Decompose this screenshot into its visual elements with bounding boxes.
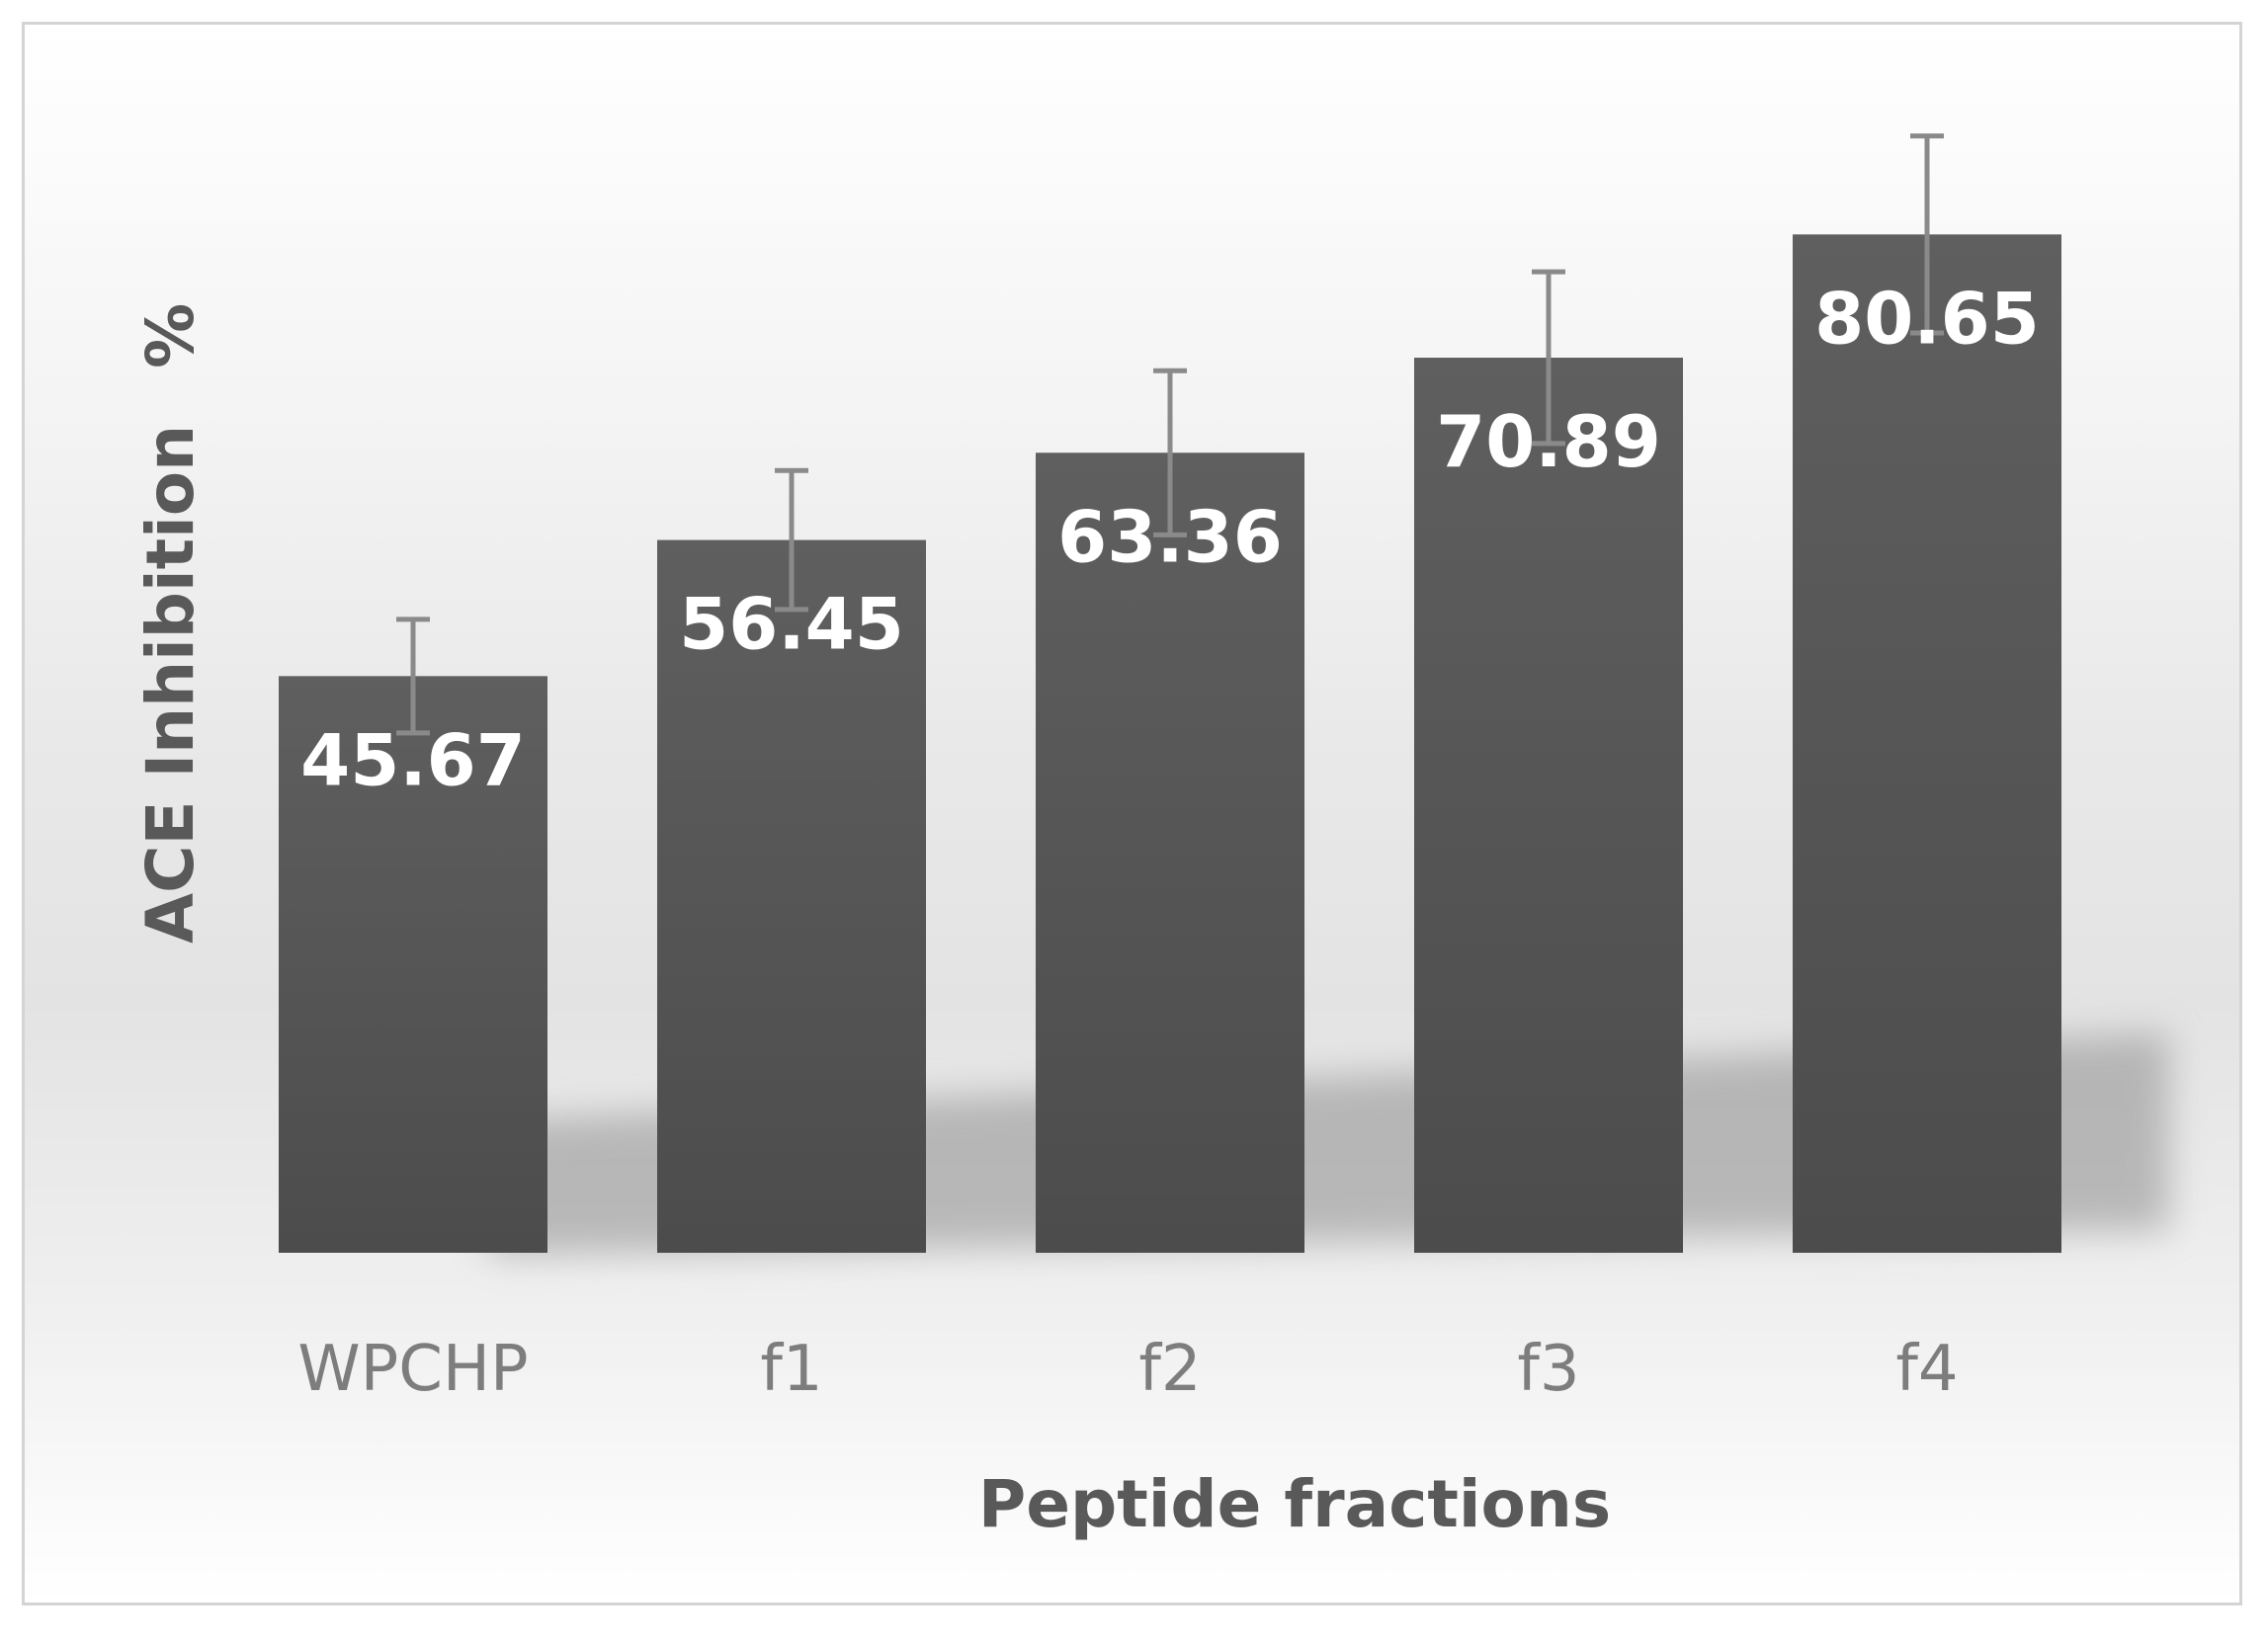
- category-label-f1: f1: [760, 1333, 822, 1406]
- bar-f2: [1036, 452, 1304, 1254]
- error-bars-layer: [396, 133, 1944, 736]
- y-axis-unit: %: [132, 303, 209, 369]
- y-axis-title: ACE Inhibition %: [132, 303, 209, 944]
- bar-WPCHP: [279, 676, 547, 1253]
- data-label-f4: 80.65: [1814, 277, 2040, 360]
- data-label-WPCHP: 45.67: [300, 718, 526, 801]
- category-label-WPCHP: WPCHP: [297, 1333, 528, 1406]
- chart-frame: 45.67 56.45 63.36 70.89 80.65 WPCHP f1 f2 f3 f4 …: [22, 22, 2242, 1605]
- data-label-f1: 56.45: [679, 583, 904, 666]
- bar-f4: [1793, 234, 2061, 1254]
- error-bar-f3: [1532, 269, 1565, 447]
- category-label-f2: f2: [1138, 1333, 1201, 1406]
- y-axis-title-text: ACE Inhibition: [132, 425, 209, 944]
- bar-f1: [657, 539, 926, 1253]
- x-axis-title: Peptide fractions: [978, 1466, 1611, 1542]
- bar-f3: [1414, 358, 1683, 1254]
- bars-layer: [279, 234, 2061, 1254]
- error-bar-f2: [1153, 368, 1187, 537]
- category-label-f3: f3: [1517, 1333, 1579, 1406]
- error-bar-WPCHP: [396, 617, 430, 736]
- data-label-f3: 70.89: [1436, 400, 1661, 483]
- data-label-f2: 63.36: [1057, 495, 1283, 578]
- category-label-f4: f4: [1895, 1333, 1958, 1406]
- error-bar-f1: [775, 467, 808, 613]
- data-labels-layer: 45.67 56.45 63.36 70.89 80.65: [300, 277, 2040, 801]
- category-labels-layer: WPCHP f1 f2 f3 f4: [297, 1333, 1958, 1406]
- error-bar-f4: [1910, 133, 1944, 336]
